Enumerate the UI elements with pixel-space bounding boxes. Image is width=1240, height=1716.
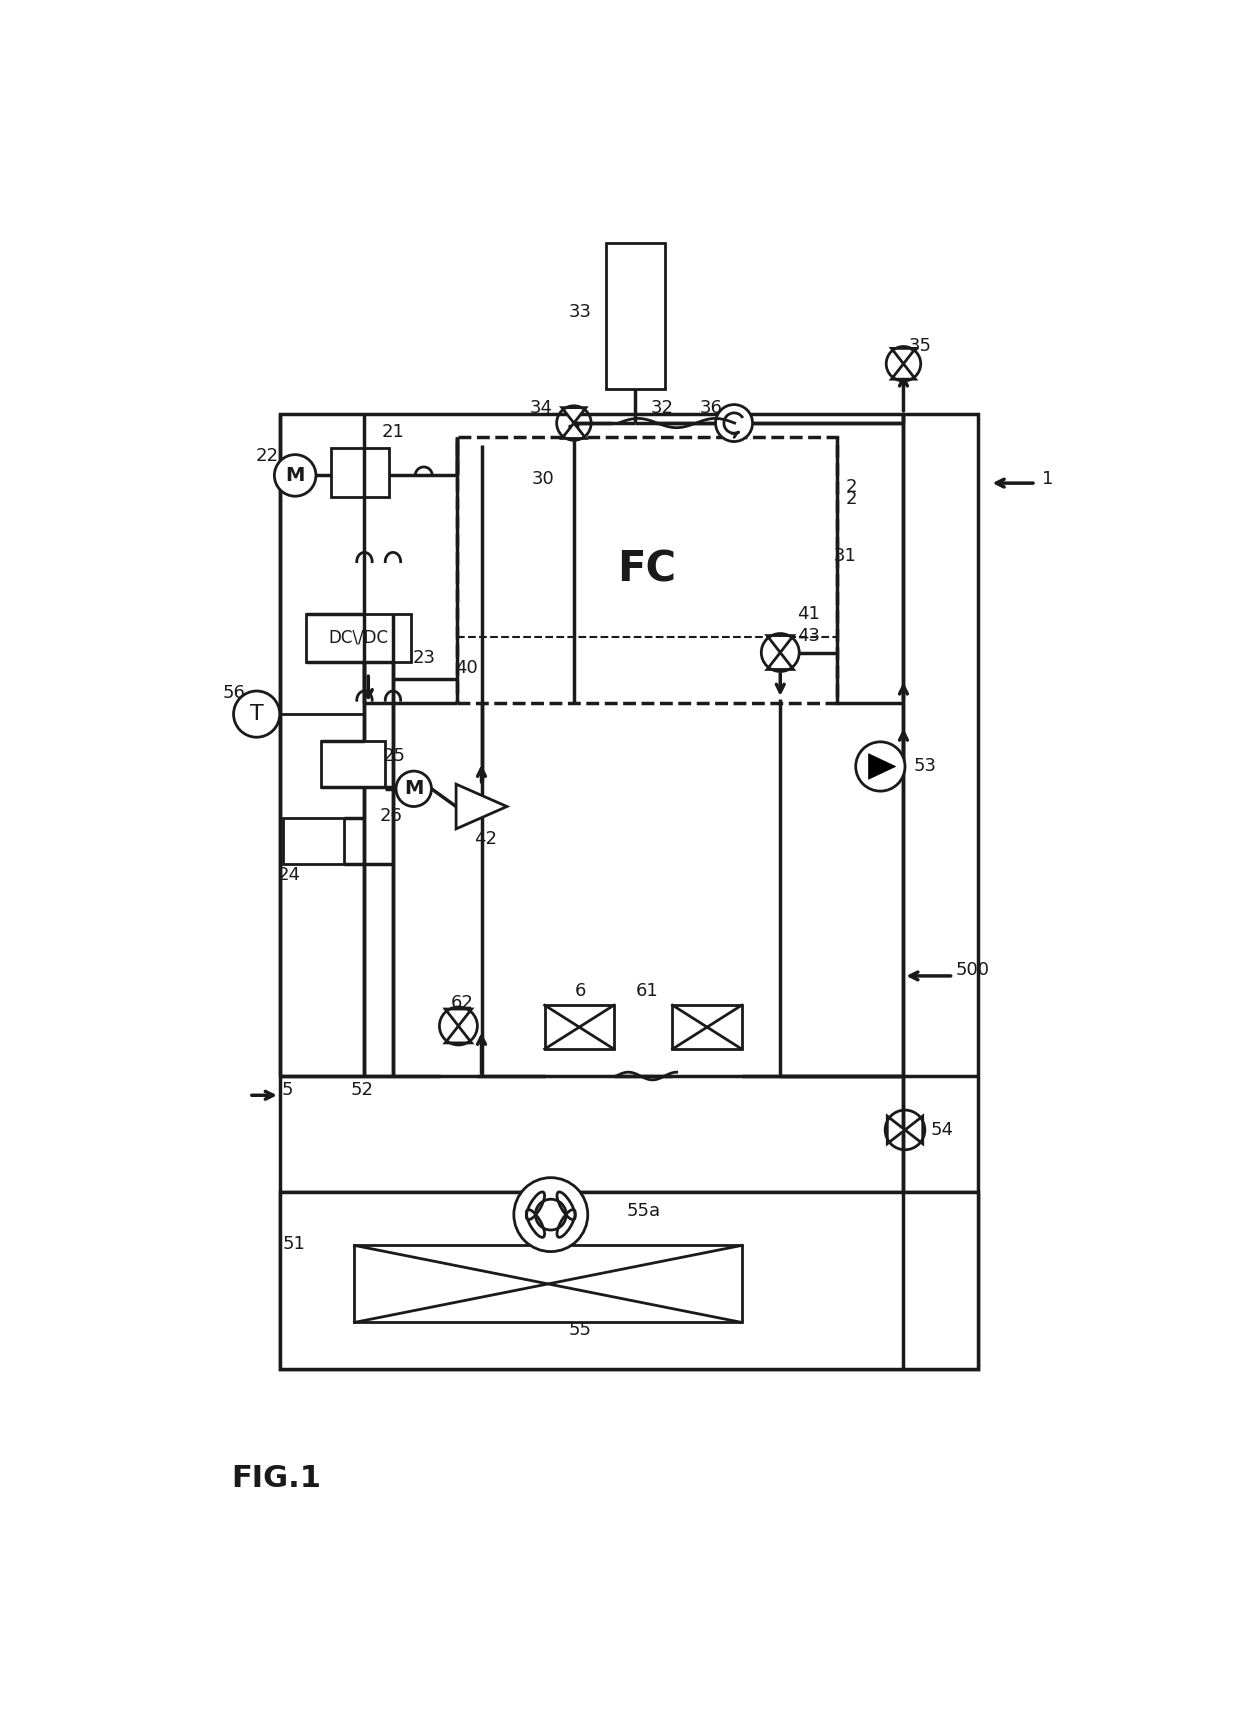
Text: 1: 1 bbox=[1042, 470, 1053, 489]
Text: 55: 55 bbox=[569, 1321, 591, 1338]
Text: 6: 6 bbox=[574, 982, 585, 1000]
Text: 42: 42 bbox=[474, 831, 497, 848]
Text: 53: 53 bbox=[914, 757, 936, 776]
Text: 26: 26 bbox=[379, 807, 403, 825]
Text: 41: 41 bbox=[797, 606, 820, 623]
Text: 34: 34 bbox=[529, 398, 552, 417]
Text: 43: 43 bbox=[797, 626, 820, 645]
Polygon shape bbox=[456, 784, 507, 829]
Circle shape bbox=[513, 1177, 588, 1251]
Text: 21: 21 bbox=[382, 424, 404, 441]
Text: 2: 2 bbox=[846, 479, 857, 496]
Text: 56: 56 bbox=[222, 685, 246, 702]
Bar bbox=[456, 438, 837, 702]
Text: 55a: 55a bbox=[626, 1201, 660, 1220]
Polygon shape bbox=[768, 635, 794, 652]
Bar bbox=[544, 1006, 614, 1048]
Text: 25: 25 bbox=[383, 748, 405, 765]
Text: 40: 40 bbox=[455, 659, 477, 676]
Polygon shape bbox=[892, 364, 915, 379]
Circle shape bbox=[715, 405, 753, 441]
Text: 33: 33 bbox=[569, 304, 591, 321]
Circle shape bbox=[856, 741, 905, 791]
Polygon shape bbox=[445, 1026, 471, 1043]
Text: 36: 36 bbox=[699, 398, 723, 417]
Bar bbox=[606, 244, 665, 390]
Text: 52: 52 bbox=[351, 1081, 373, 1098]
Text: FIG.1: FIG.1 bbox=[231, 1464, 321, 1493]
Circle shape bbox=[274, 455, 316, 496]
Polygon shape bbox=[445, 1009, 471, 1026]
Circle shape bbox=[396, 770, 432, 807]
Bar bbox=[672, 1006, 742, 1048]
Text: 32: 32 bbox=[651, 400, 675, 417]
Circle shape bbox=[233, 692, 280, 738]
Bar bbox=[280, 1191, 978, 1369]
Circle shape bbox=[536, 1199, 567, 1230]
Polygon shape bbox=[562, 424, 587, 439]
Text: 31: 31 bbox=[833, 547, 857, 565]
Text: 61: 61 bbox=[636, 982, 658, 1000]
Text: 23: 23 bbox=[413, 649, 436, 668]
Bar bbox=[355, 1246, 742, 1323]
Bar bbox=[283, 819, 345, 865]
Bar bbox=[306, 614, 410, 662]
Bar bbox=[331, 448, 389, 498]
Polygon shape bbox=[562, 408, 587, 424]
Bar bbox=[321, 741, 386, 788]
Text: T: T bbox=[249, 704, 264, 724]
Text: DC\/DC: DC\/DC bbox=[329, 628, 388, 647]
Polygon shape bbox=[892, 348, 915, 364]
Polygon shape bbox=[905, 1115, 923, 1145]
Text: M: M bbox=[404, 779, 423, 798]
Text: 35: 35 bbox=[909, 336, 932, 355]
Bar bbox=[280, 414, 978, 1369]
Text: 22: 22 bbox=[255, 448, 279, 465]
Text: M: M bbox=[285, 467, 305, 486]
Text: 30: 30 bbox=[532, 470, 554, 489]
Text: 54: 54 bbox=[930, 1121, 954, 1139]
Text: 5: 5 bbox=[281, 1081, 293, 1098]
Polygon shape bbox=[868, 753, 895, 779]
Text: 500: 500 bbox=[956, 961, 990, 978]
Text: 2: 2 bbox=[846, 489, 857, 508]
Text: FC: FC bbox=[618, 549, 677, 590]
Text: 24: 24 bbox=[278, 867, 300, 884]
Text: 51: 51 bbox=[283, 1236, 305, 1253]
Polygon shape bbox=[888, 1115, 905, 1145]
Polygon shape bbox=[768, 652, 794, 669]
Text: 62: 62 bbox=[451, 994, 474, 1012]
